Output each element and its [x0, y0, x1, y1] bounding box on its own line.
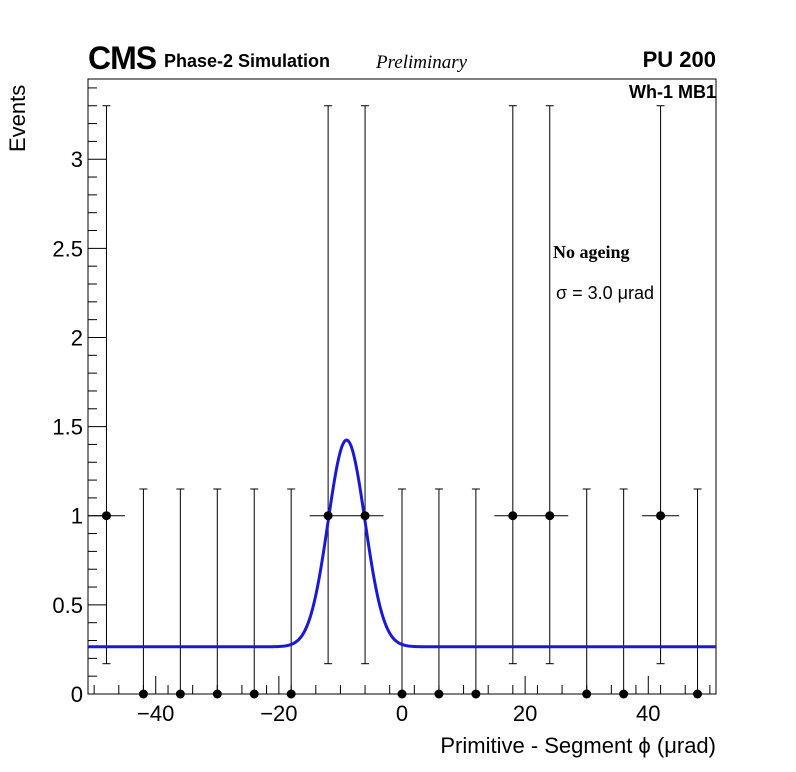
y-tick-label: 1 — [71, 504, 83, 529]
data-point — [656, 511, 666, 521]
data-point — [249, 689, 259, 699]
x-axis-title: Primitive - Segment ϕ (μrad) — [440, 733, 716, 758]
simulation-label: Phase-2 Simulation — [164, 51, 331, 71]
data-point — [582, 689, 592, 699]
data-point — [619, 689, 629, 699]
data-point — [138, 689, 148, 699]
preliminary-label: Preliminary — [376, 52, 468, 73]
sigma-label: σ = 3.0 μrad — [556, 283, 655, 303]
data-point — [175, 689, 185, 699]
axis-ticks — [88, 87, 711, 695]
data-point — [434, 689, 444, 699]
data-point — [471, 689, 481, 699]
data-point — [397, 689, 407, 699]
y-tick-label: 1.5 — [52, 415, 83, 440]
data-points — [101, 511, 703, 699]
data-point — [545, 511, 555, 521]
y-axis-title: Events — [5, 84, 30, 152]
y-tick-label: 0.5 — [52, 593, 83, 618]
fit-curve — [88, 438, 716, 649]
x-tick-label: 0 — [396, 701, 408, 726]
x-tick-label: −20 — [260, 701, 297, 726]
data-point — [323, 511, 333, 521]
y-tick-label: 3 — [71, 147, 83, 172]
experiment-label: CMS — [88, 40, 157, 76]
axis-tick-labels: −40 −20 0 20 40 0 0.5 1 1.5 2 2.5 3 — [52, 147, 660, 726]
data-point — [286, 689, 296, 699]
y-tick-label: 2.5 — [52, 236, 83, 261]
data-point — [212, 689, 222, 699]
fit-curve-group — [88, 438, 716, 649]
y-tick-label: 0 — [71, 682, 83, 707]
data-point — [693, 689, 703, 699]
data-error-bars — [88, 105, 702, 694]
data-point — [101, 511, 111, 521]
y-tick-label: 2 — [71, 325, 83, 350]
x-tick-label: −40 — [137, 701, 174, 726]
x-tick-label: 40 — [636, 701, 660, 726]
data-point — [360, 511, 370, 521]
pileup-label: PU 200 — [642, 47, 716, 72]
chamber-label: Wh-1 MB1 — [629, 82, 716, 102]
x-tick-label: 20 — [513, 701, 537, 726]
ageing-label: No ageing — [553, 242, 630, 262]
data-point — [508, 511, 518, 521]
